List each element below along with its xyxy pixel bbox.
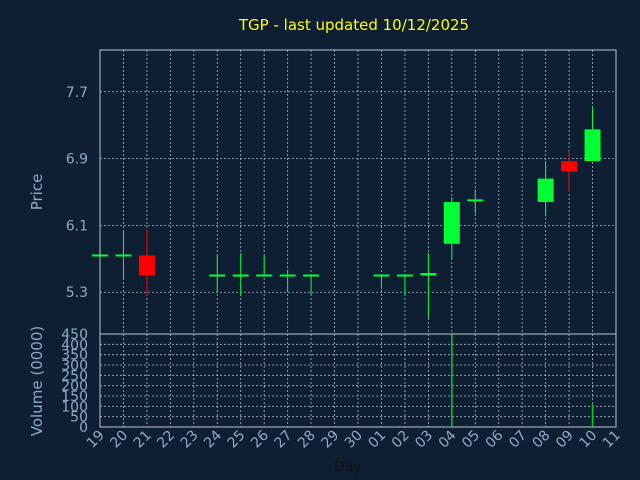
candle-body [396, 274, 413, 277]
price-tick-label: 7.7 [66, 85, 88, 101]
volume-bar [591, 404, 594, 427]
volume-tick-label: 200 [61, 379, 88, 395]
volume-tick-label: 250 [61, 368, 88, 384]
volume-tick-label: 400 [61, 337, 88, 353]
price-axis-label: Price [28, 174, 46, 211]
candle-body [420, 273, 437, 276]
candle-body [443, 202, 460, 244]
x-axis-label: Day [334, 459, 362, 475]
candle-body [373, 274, 390, 277]
candle-body [232, 274, 249, 277]
candle-body [209, 274, 226, 277]
candle-body [279, 274, 296, 277]
volume-tick-label: 100 [61, 399, 88, 415]
volume-axis-label: Volume (0000) [28, 326, 46, 436]
candle-body [467, 199, 484, 202]
volume-tick-label: 150 [61, 389, 88, 405]
volume-tick-label: 350 [61, 348, 88, 364]
price-tick-label: 6.1 [66, 218, 88, 234]
volume-bar [544, 425, 547, 427]
chart-title: TGP - last updated 10/12/2025 [238, 16, 469, 34]
candle-body [537, 178, 554, 203]
volume-bar [427, 425, 430, 427]
volume-bar [122, 425, 125, 427]
volume-tick-label: 50 [70, 410, 88, 426]
volume-tick-label: 300 [61, 358, 88, 374]
candle-body [584, 129, 601, 162]
volume-bar [146, 425, 148, 427]
volume-tick-label: 450 [61, 327, 88, 343]
candle-body [138, 255, 155, 276]
candle-body [303, 274, 320, 277]
price-tick-label: 6.9 [66, 152, 88, 168]
candle-body [256, 274, 273, 277]
volume-panel-frame [99, 333, 617, 428]
candle-body [115, 254, 132, 257]
volume-bar [568, 425, 570, 427]
volume-tick-label: 0 [79, 420, 88, 436]
volume-bar [451, 334, 453, 427]
price-tick-label: 5.3 [66, 285, 88, 301]
candle-body [561, 161, 578, 172]
